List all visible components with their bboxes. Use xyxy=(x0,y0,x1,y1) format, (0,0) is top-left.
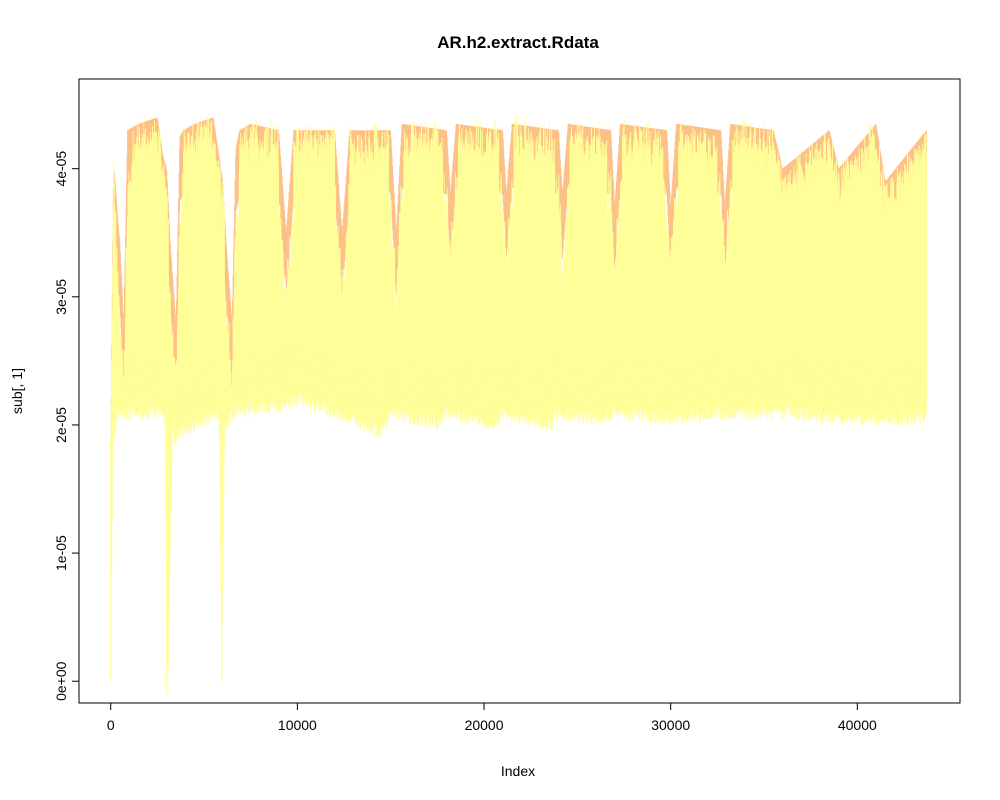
y-axis: 0e+00 1e-05 2e-05 3e-05 4e-05 xyxy=(53,151,80,701)
series-main-band xyxy=(110,115,927,678)
y-tick-label-0: 0e+00 xyxy=(53,661,69,701)
y-axis-label: sub[, 1] xyxy=(9,368,25,414)
x-tick-label-0: 0 xyxy=(107,717,115,733)
y-tick-label-3: 3e-05 xyxy=(53,279,69,315)
y-tick-label-2: 2e-05 xyxy=(53,407,69,443)
y-tick-label-1: 1e-05 xyxy=(53,535,69,571)
x-tick-label-4: 40000 xyxy=(838,717,877,733)
plot-area xyxy=(110,115,927,695)
chart-title: AR.h2.extract.Rdata xyxy=(437,33,599,52)
x-tick-label-2: 20000 xyxy=(465,717,504,733)
x-axis-label: Index xyxy=(501,763,535,779)
x-axis: 0 10000 20000 30000 40000 xyxy=(107,702,877,733)
x-tick-label-3: 30000 xyxy=(651,717,690,733)
y-tick-label-4: 4e-05 xyxy=(53,151,69,187)
x-tick-label-1: 10000 xyxy=(278,717,317,733)
